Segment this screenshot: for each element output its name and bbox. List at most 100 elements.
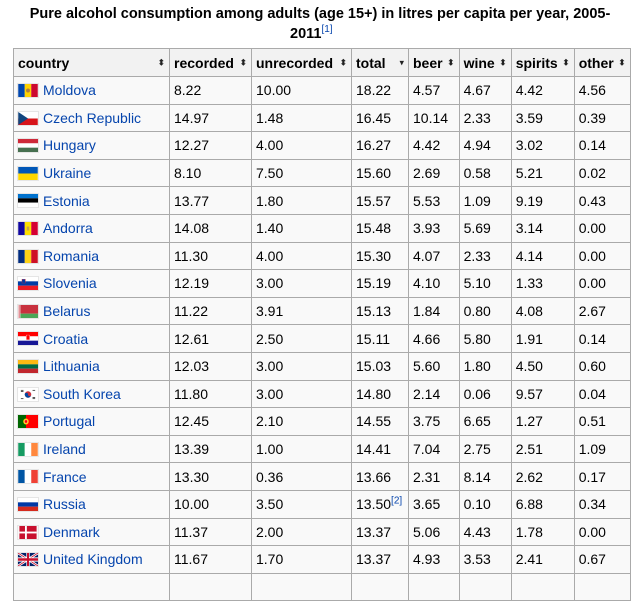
cell-other: 0.67: [573, 545, 631, 574]
cell-other: 0.51: [573, 407, 631, 436]
country-link[interactable]: Ireland: [43, 441, 86, 458]
other-value: 0.00: [578, 523, 606, 540]
country-link[interactable]: Ukraine: [43, 165, 92, 182]
caption-reference-link[interactable]: [1]: [321, 24, 333, 36]
other-value: 0.39: [578, 109, 606, 126]
country-link[interactable]: Croatia: [43, 330, 89, 347]
column-header-spirits[interactable]: spirits ⬍: [510, 48, 575, 77]
country-link[interactable]: Russia: [43, 496, 86, 513]
cell-unrecorded: 2.00: [251, 517, 352, 547]
column-header-unrecorded[interactable]: unrecorded ⬍: [251, 48, 352, 77]
beer-value: 4.10: [413, 275, 441, 292]
total-value: 14.55: [356, 413, 392, 430]
cell-total: 14.80: [351, 379, 409, 409]
recorded-value: 11.80: [174, 385, 208, 402]
cell-beer: 5.60: [408, 351, 460, 381]
beer-value: 4.42: [413, 137, 441, 154]
other-value: 0.00: [578, 275, 606, 292]
cell-recorded: 11.22: [169, 296, 252, 326]
other-value: 0.34: [578, 496, 606, 513]
recorded-value: 11.67: [174, 551, 208, 568]
cell-partial: [573, 572, 631, 601]
total-value: 13.37: [356, 523, 392, 540]
country-link[interactable]: Czech Republic: [43, 109, 142, 126]
country-link[interactable]: France: [43, 468, 87, 485]
moldova-flag-icon: [18, 84, 38, 98]
column-header-wine[interactable]: wine ⬍: [458, 48, 512, 77]
cell-unrecorded: 3.91: [251, 296, 352, 326]
other-value: 0.60: [578, 358, 606, 375]
country-link[interactable]: Portugal: [43, 413, 96, 430]
country-link[interactable]: Moldova: [43, 82, 96, 99]
spirits-value: 2.51: [515, 441, 543, 458]
cell-other: 0.00: [573, 213, 631, 243]
cell-spirits: 6.88: [510, 489, 575, 519]
cell-wine: 5.10: [458, 269, 512, 298]
andorra-flag-icon: [18, 222, 38, 236]
cell-recorded: 13.77: [169, 186, 252, 215]
russia-flag-icon: [18, 498, 38, 511]
reference-link[interactable]: [2]: [391, 495, 403, 507]
recorded-value: 10.00: [174, 496, 210, 513]
country-link[interactable]: Estonia: [43, 192, 90, 209]
country-link[interactable]: Slovenia: [43, 275, 97, 292]
recorded-value: 12.03: [174, 358, 210, 375]
cell-spirits: 3.14: [510, 213, 575, 243]
column-header-total[interactable]: total ▾: [351, 48, 409, 77]
cell-beer: 4.66: [408, 324, 460, 353]
country-link[interactable]: Hungary: [43, 137, 96, 154]
beer-value: 4.57: [413, 82, 441, 99]
sort-descending-icon[interactable]: ▾: [399, 57, 404, 67]
sort-icon[interactable]: ⬍: [499, 57, 507, 67]
table-row: South Korea 11.80 3.00 14.80 2.14 0.06 9.57 0.0…: [13, 379, 631, 409]
recorded-value: 11.22: [174, 303, 208, 320]
cell-wine: 1.09: [458, 186, 512, 215]
sort-icon[interactable]: ⬍: [157, 57, 165, 67]
cell-beer: 3.65: [408, 489, 460, 519]
sort-icon[interactable]: ⬍: [447, 57, 455, 67]
total-value: 15.11: [356, 330, 390, 347]
slovenia-flag-icon: [18, 277, 38, 291]
table-row: Czech Republic 14.97 1.48 16.45 10.14 2.33 3.5…: [13, 103, 631, 133]
country-link[interactable]: Lithuania: [43, 358, 100, 375]
wine-value: 1.80: [463, 358, 491, 375]
cell-total: 15.60: [351, 158, 409, 188]
country-link[interactable]: Denmark: [43, 523, 100, 540]
wine-value: 0.10: [463, 496, 491, 513]
other-value: 0.02: [578, 165, 606, 182]
column-header-country[interactable]: country ⬍: [13, 48, 170, 77]
cell-country: Slovenia: [13, 269, 170, 298]
cell-wine: 0.10: [458, 489, 512, 519]
country-link[interactable]: Andorra: [43, 220, 93, 237]
country-link[interactable]: Belarus: [43, 303, 91, 320]
cell-spirits: 1.27: [510, 407, 575, 436]
other-value: 0.67: [578, 551, 606, 568]
column-header-recorded[interactable]: recorded ⬍: [169, 48, 252, 77]
sort-icon[interactable]: ⬍: [239, 57, 247, 67]
country-link[interactable]: Romania: [43, 247, 100, 264]
other-value: 4.56: [578, 82, 606, 99]
total-value: 16.27: [356, 137, 392, 154]
sort-icon[interactable]: ⬍: [618, 57, 626, 67]
wine-value: 0.58: [463, 165, 491, 182]
other-value: 2.67: [578, 303, 606, 320]
cell-recorded: 12.19: [169, 269, 252, 298]
cell-unrecorded: 2.10: [251, 407, 352, 436]
cell-other: 0.17: [573, 462, 631, 491]
south-korea-flag-icon: [18, 387, 38, 401]
france-flag-icon: [18, 470, 38, 484]
cell-country: Moldova: [13, 76, 170, 105]
country-link[interactable]: United Kingdom: [43, 551, 143, 568]
country-link[interactable]: South Korea: [43, 385, 121, 402]
column-header-beer[interactable]: beer ⬍: [408, 48, 460, 77]
cell-unrecorded: 3.00: [251, 351, 352, 381]
sort-icon[interactable]: ⬍: [562, 57, 570, 67]
cell-unrecorded: 1.40: [251, 213, 352, 243]
table-row: Hungary 12.27 4.00 16.27 4.42 4.94 3.02 0.14: [13, 131, 631, 160]
cell-other: 0.00: [573, 241, 631, 271]
column-header-other[interactable]: other ⬍: [573, 48, 631, 77]
cell-spirits: 2.51: [510, 434, 575, 464]
beer-value: 5.53: [413, 192, 441, 209]
sort-icon[interactable]: ⬍: [339, 57, 347, 67]
beer-value: 2.69: [413, 165, 441, 182]
